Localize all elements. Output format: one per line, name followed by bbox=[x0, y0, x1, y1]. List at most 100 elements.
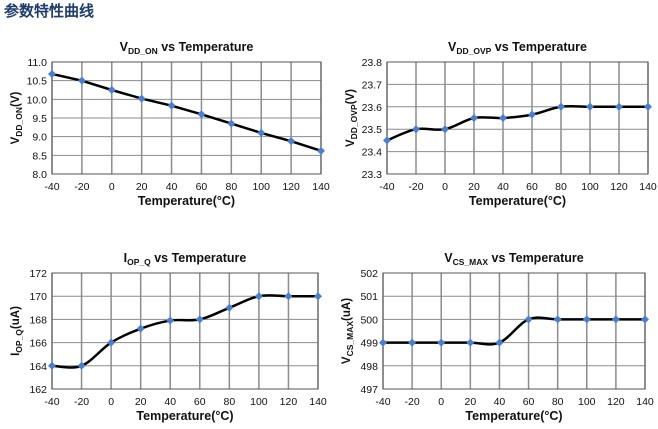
data-point-marker bbox=[136, 324, 145, 333]
y-axis-label-subscript: OP_Q bbox=[14, 329, 24, 353]
series-line bbox=[382, 316, 645, 346]
data-point-marker bbox=[314, 292, 322, 301]
series-line bbox=[51, 294, 319, 369]
x-tick-label: 60 bbox=[523, 396, 535, 408]
chart-3: 162 164 166 168 170 172 -40 -20 0 20 40 60 80 100 120 1… bbox=[10, 251, 327, 423]
chart-title-rest: vs Temperature bbox=[488, 251, 584, 265]
x-tick-label: 100 bbox=[252, 181, 270, 193]
y-axis-label-rest: (uA) bbox=[341, 298, 353, 321]
y-tick-label: 11.0 bbox=[27, 57, 47, 69]
x-tick-label: 140 bbox=[312, 181, 330, 193]
data-point-marker bbox=[528, 110, 536, 119]
data-point-marker bbox=[470, 114, 478, 122]
chart-title-main: V bbox=[120, 40, 129, 54]
x-tick-label: 100 bbox=[250, 396, 268, 408]
y-tick-label: 8.5 bbox=[32, 150, 47, 162]
y-axis-label-subscript: CS_MAX bbox=[345, 321, 355, 357]
y-axis-label: IOP_Q(uA) bbox=[10, 306, 24, 356]
y-tick-label: 8.0 bbox=[32, 169, 47, 181]
x-tick-label: 40 bbox=[494, 396, 506, 408]
chart-title-main: V bbox=[444, 251, 453, 265]
x-tick-label: 40 bbox=[497, 181, 509, 193]
x-tick-label: 60 bbox=[526, 181, 538, 193]
data-point-marker bbox=[495, 338, 504, 347]
y-tick-label: 10.5 bbox=[27, 76, 48, 88]
chart-1: 8.0 8.5 9.0 9.5 10.0 10.5 11.0 -40 -20 0 20 40 60 80 1… bbox=[10, 40, 330, 208]
x-tick-label: 120 bbox=[607, 396, 625, 408]
data-point-marker bbox=[77, 361, 86, 370]
chart-title-subscript: DD_ON bbox=[128, 46, 158, 56]
chart-title-subscript: CS_MAX bbox=[453, 257, 489, 267]
chart-title-rest: vs Temperature bbox=[491, 40, 587, 54]
y-tick-label: 502 bbox=[360, 268, 378, 280]
y-tick-label: 170 bbox=[29, 291, 47, 303]
data-point-marker bbox=[586, 102, 594, 111]
data-point-marker bbox=[197, 110, 206, 119]
x-tick-label: 120 bbox=[280, 396, 298, 408]
y-tick-label: 23.8 bbox=[362, 57, 383, 69]
data-point-marker bbox=[408, 338, 417, 347]
data-point-marker bbox=[557, 102, 565, 111]
x-tick-label: -20 bbox=[405, 396, 420, 408]
y-tick-label: 164 bbox=[29, 361, 47, 373]
x-tick-label: 80 bbox=[225, 181, 237, 193]
y-tick-label: 10.0 bbox=[27, 94, 48, 106]
x-tick-label: -40 bbox=[379, 181, 394, 193]
data-point-marker bbox=[166, 316, 175, 325]
y-axis-label-rest: (uA) bbox=[10, 306, 22, 329]
x-tick-label: 80 bbox=[555, 181, 567, 193]
y-axis-label-main: V bbox=[341, 356, 353, 364]
y-tick-label: 9.5 bbox=[32, 113, 47, 125]
plot-frame bbox=[382, 272, 646, 390]
chart-title-subscript: DD_OVP bbox=[456, 46, 491, 56]
x-tick-label: -20 bbox=[74, 181, 89, 193]
x-tick-label: 100 bbox=[581, 181, 599, 193]
chart-title: VCS_MAX vs Temperature bbox=[444, 251, 583, 267]
data-point-marker bbox=[48, 361, 56, 370]
series-line bbox=[386, 104, 648, 142]
data-point-marker bbox=[582, 315, 591, 324]
y-axis-label-rest: (V) bbox=[345, 89, 357, 105]
y-tick-label: 500 bbox=[360, 314, 378, 326]
data-point-marker bbox=[379, 338, 387, 347]
x-tick-label: 0 bbox=[109, 181, 115, 193]
y-tick-label: 172 bbox=[29, 268, 47, 280]
data-point-marker bbox=[615, 102, 623, 111]
data-point-marker bbox=[383, 136, 391, 145]
y-tick-label: 166 bbox=[29, 338, 47, 350]
chart-title: IOP_Q vs Temperature bbox=[124, 251, 247, 267]
y-tick-label: 497 bbox=[360, 384, 378, 396]
chart-2: 23.3 23.4 23.5 23.6 23.7 23.8 -40 -20 0 20 40 60 80 1… bbox=[345, 40, 657, 208]
x-tick-label: 20 bbox=[136, 181, 148, 193]
data-point-marker bbox=[437, 338, 446, 347]
plot-frame bbox=[51, 61, 322, 175]
x-tick-label: 0 bbox=[442, 181, 448, 193]
chart-title-rest: vs Temperature bbox=[151, 251, 247, 265]
chart-title-main: I bbox=[124, 251, 127, 265]
data-point-marker bbox=[48, 69, 56, 78]
y-axis-label: VDD_OVP(V) bbox=[345, 89, 359, 147]
data-point-marker bbox=[167, 101, 176, 110]
x-axis-label: Temperature(°C) bbox=[469, 194, 566, 208]
chart-title: VDD_OVP vs Temperature bbox=[448, 40, 587, 56]
x-tick-label: -20 bbox=[74, 396, 89, 408]
y-axis-label-rest: (V) bbox=[10, 91, 22, 107]
data-point-marker bbox=[499, 114, 507, 122]
y-axis-label-main: I bbox=[10, 353, 22, 356]
y-tick-label: 23.6 bbox=[362, 102, 383, 114]
data-point-marker bbox=[553, 315, 562, 324]
x-axis-label: Temperature(°C) bbox=[136, 409, 233, 423]
x-axis-label: Temperature(°C) bbox=[138, 194, 235, 208]
x-tick-label: 80 bbox=[552, 396, 564, 408]
data-point-marker bbox=[107, 86, 116, 94]
data-point-marker bbox=[254, 292, 263, 301]
x-tick-label: 40 bbox=[166, 181, 178, 193]
plot-frame bbox=[51, 272, 319, 390]
x-tick-label: 80 bbox=[223, 396, 235, 408]
data-point-marker bbox=[137, 94, 146, 103]
data-point-marker bbox=[257, 128, 266, 137]
data-point-marker bbox=[227, 119, 236, 128]
y-axis-label-subscript: DD_OVP bbox=[349, 104, 359, 139]
data-point-marker bbox=[524, 315, 533, 324]
